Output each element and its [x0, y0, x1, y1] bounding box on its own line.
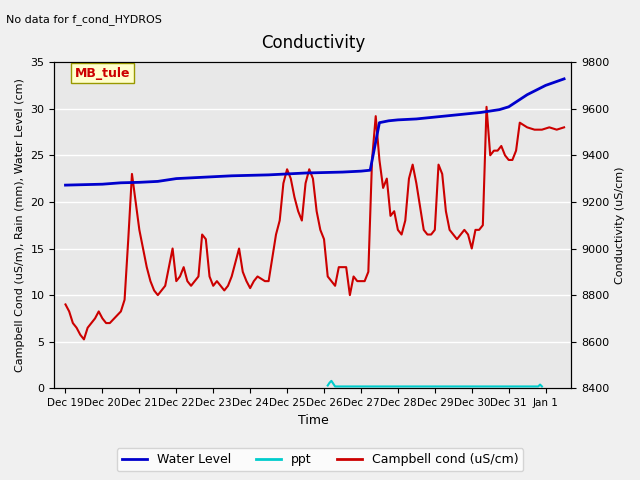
Y-axis label: Campbell Cond (uS/m), Rain (mm), Water Level (cm): Campbell Cond (uS/m), Rain (mm), Water L…: [15, 78, 25, 372]
Title: Conductivity: Conductivity: [261, 34, 365, 52]
Legend: Water Level, ppt, Campbell cond (uS/cm): Water Level, ppt, Campbell cond (uS/cm): [116, 448, 524, 471]
Text: No data for f_cond_HYDROS: No data for f_cond_HYDROS: [6, 14, 163, 25]
Text: MB_tule: MB_tule: [75, 67, 130, 80]
X-axis label: Time: Time: [298, 414, 328, 427]
Y-axis label: Conductivity (uS/cm): Conductivity (uS/cm): [615, 167, 625, 284]
